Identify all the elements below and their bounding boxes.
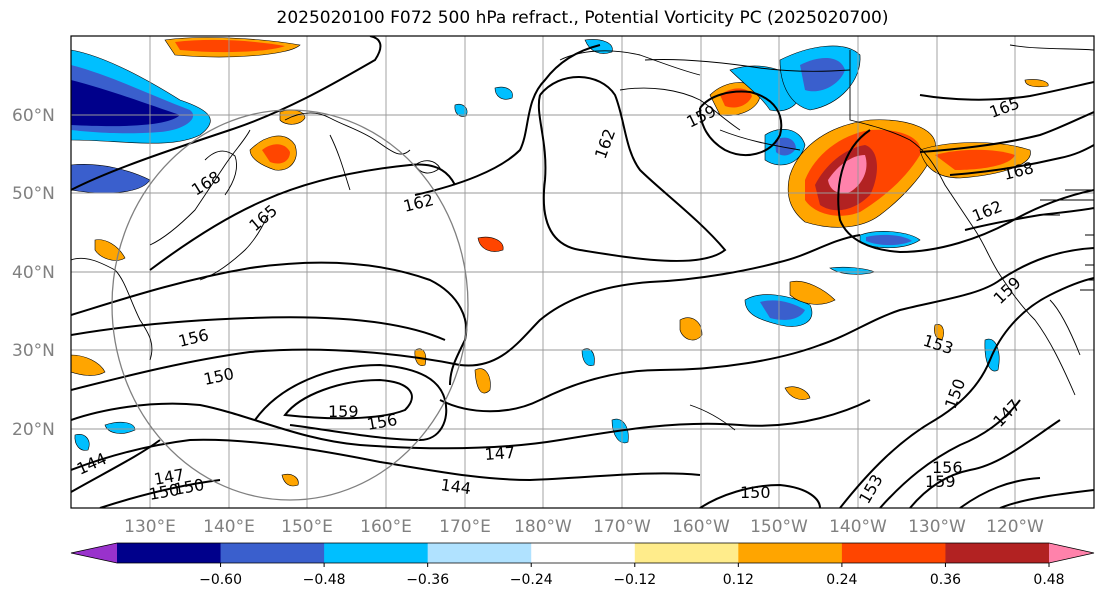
contour-labels: 168 165 162 162 159 165 168 162 159 153 … — [74, 93, 1036, 507]
colorbar-tick-label: 0.48 — [1033, 572, 1064, 588]
lat-label: 60°N — [12, 106, 55, 126]
colorbar: −0.60 −0.48 −0.36 −0.24 −0.12 0.12 0.24 0.36 0.4… — [70, 542, 1095, 588]
contour-label: 156 — [932, 458, 963, 477]
lon-label: 160°W — [672, 517, 730, 537]
pv-shading — [71, 37, 1049, 487]
colorbar-swatch — [945, 543, 1050, 563]
colorbar-extend-min — [71, 543, 117, 563]
colorbar-swatch — [324, 543, 429, 563]
lon-label: 140°E — [203, 517, 255, 537]
longitude-labels: 130°E 140°E 150°E 160°E 170°E 180°W 170°… — [124, 517, 1044, 537]
colorbar-swatch — [738, 543, 843, 563]
lon-label: 150°E — [281, 517, 333, 537]
contour-label: 159 — [328, 402, 359, 421]
colorbar-swatch — [220, 543, 325, 563]
lon-label: 160°E — [360, 517, 412, 537]
lat-label: 50°N — [12, 184, 55, 204]
lon-label: 170°E — [439, 517, 491, 537]
colorbar-tick-label: −0.24 — [510, 572, 553, 588]
colorbar-tick-label: −0.12 — [613, 572, 656, 588]
lon-label: 130°W — [908, 517, 966, 537]
lon-label: 180°W — [514, 517, 572, 537]
colorbar-swatch — [531, 543, 636, 563]
lon-label: 150°W — [750, 517, 808, 537]
contour-label: 159 — [925, 472, 956, 491]
colorbar-tick-label: −0.60 — [199, 572, 242, 588]
colorbar-tick-label: 0.36 — [930, 572, 961, 588]
contour-label: 147 — [484, 443, 516, 464]
colorbar-tick-label: −0.48 — [303, 572, 346, 588]
distance-circle — [111, 109, 469, 501]
colorbar-tick-label: 0.24 — [826, 572, 857, 588]
lon-label: 120°W — [986, 517, 1044, 537]
plot-title: 2025020100 F072 500 hPa refract., Potent… — [276, 8, 889, 28]
graticule — [71, 36, 1094, 508]
lon-label: 170°W — [593, 517, 651, 537]
latitude-labels: 60°N 50°N 40°N 30°N 20°N — [12, 106, 55, 440]
contour-label: 144 — [439, 475, 472, 498]
lat-label: 40°N — [12, 263, 55, 283]
colorbar-extend-max — [1049, 543, 1094, 563]
colorbar-swatch — [841, 543, 946, 563]
map-frame — [70, 35, 1095, 509]
lon-label: 130°E — [124, 517, 176, 537]
colorbar-swatch — [117, 543, 222, 563]
refractivity-contours — [71, 36, 1094, 508]
colorbar-swatch — [634, 543, 739, 563]
lat-label: 30°N — [12, 341, 55, 361]
colorbar-tick-label: 0.12 — [723, 572, 754, 588]
lon-label: 140°W — [829, 517, 887, 537]
colorbar-outline — [70, 542, 1095, 564]
colorbar-swatch — [427, 543, 532, 563]
lat-label: 20°N — [12, 420, 55, 440]
colorbar-tick-label: −0.36 — [406, 572, 449, 588]
contour-label: 150 — [740, 483, 771, 502]
